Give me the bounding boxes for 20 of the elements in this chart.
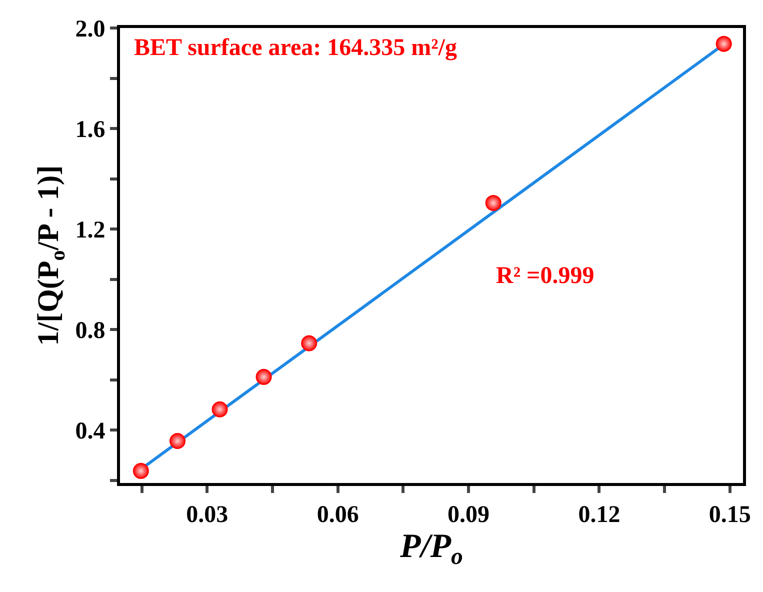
- x-tick-label: 0.06: [316, 502, 359, 528]
- point: [256, 368, 272, 385]
- point: [170, 433, 186, 450]
- point: [485, 194, 502, 211]
- x-tick-label: 0.15: [708, 502, 751, 528]
- y-tick-label: 1.2: [75, 218, 106, 244]
- point: [212, 401, 228, 418]
- point: [301, 335, 318, 352]
- y-tick-label: 2.0: [75, 16, 106, 42]
- x-tick-label: 0.12: [578, 502, 620, 528]
- annotation: R² =0.999: [496, 263, 594, 289]
- point: [132, 462, 149, 479]
- y-tick-label: 0.4: [75, 418, 106, 445]
- x-tick-label: 0.03: [186, 502, 228, 528]
- annotation: BET surface area: 164.335 m²/g: [134, 35, 457, 61]
- x-axis-title: P/P$_{o}$: [399, 528, 464, 570]
- y-tick-label: 1.6: [75, 116, 106, 143]
- y-tick-label: 0.8: [75, 318, 106, 344]
- x-tick-label: 0.09: [448, 502, 490, 528]
- point: [716, 36, 732, 52]
